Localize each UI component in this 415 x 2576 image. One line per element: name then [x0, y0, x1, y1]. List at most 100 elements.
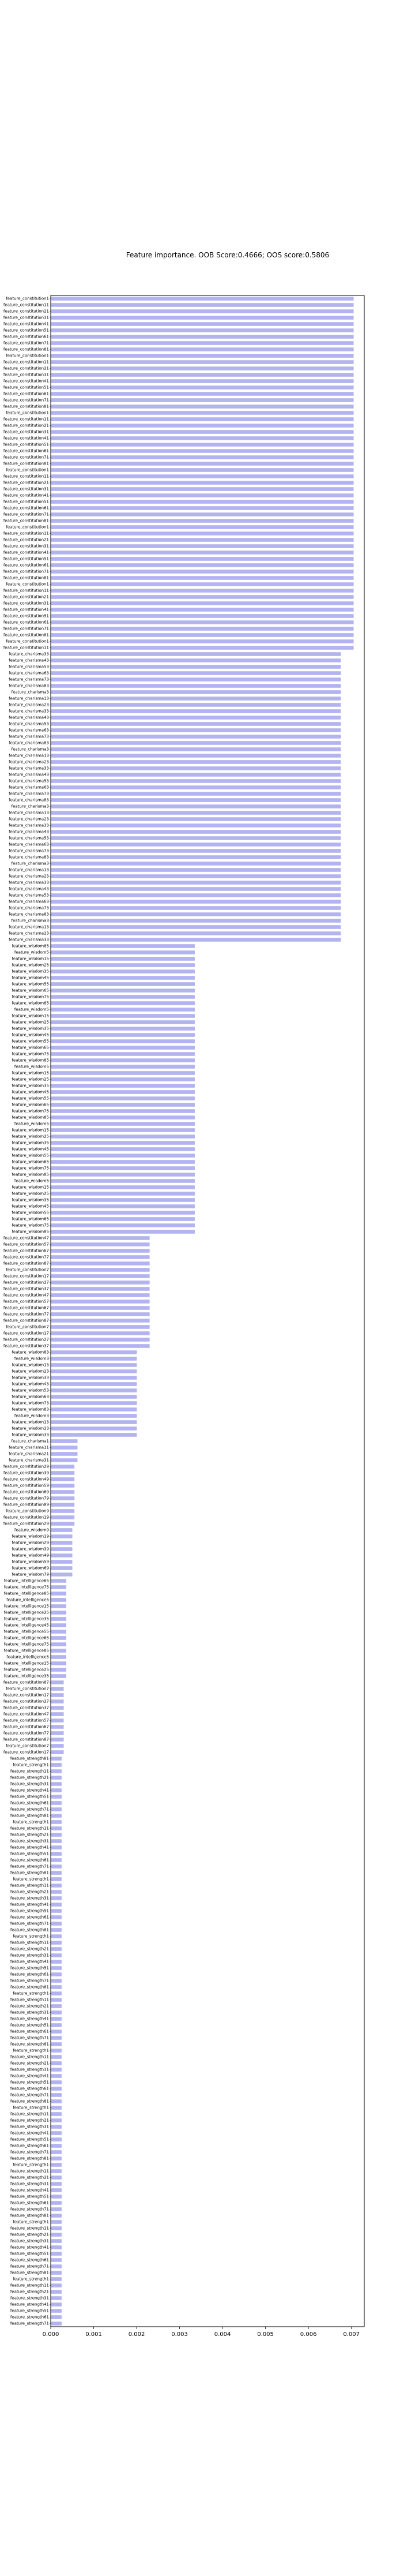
bar	[50, 2277, 62, 2281]
bar	[50, 1668, 66, 1672]
x-tick-label: 0.006	[300, 2331, 317, 2338]
category-label: feature_strength81	[10, 2156, 49, 2161]
x-tick-label: 0.001	[85, 2331, 102, 2338]
category-label: feature_charisma3	[12, 690, 49, 695]
category-label: feature_wisdom83	[12, 1407, 49, 1412]
category-label: feature_strength1	[13, 2220, 49, 2225]
category-label: feature_wisdom45	[12, 1033, 49, 1038]
category-label: feature_wisdom15	[12, 957, 49, 961]
bar	[50, 1407, 137, 1411]
bar	[50, 531, 354, 536]
bar	[50, 506, 354, 510]
category-label: feature_constitution87	[3, 1261, 49, 1266]
bar	[50, 785, 341, 789]
bar	[50, 2233, 62, 2237]
category-label: feature_intelligence65	[4, 1579, 49, 1583]
bar	[50, 1922, 62, 1926]
bar	[50, 1223, 195, 1227]
category-label: feature_strength81	[10, 1928, 49, 1933]
bar	[50, 1953, 62, 1957]
bar	[50, 976, 195, 980]
category-label: feature_strength81	[10, 1985, 49, 1990]
category-label: feature_wisdom65	[12, 989, 49, 993]
category-label: feature_strength81	[10, 1757, 49, 1761]
category-label: feature_wisdom73	[12, 1401, 49, 1406]
bar	[50, 1547, 73, 1551]
category-label: feature_constitution17	[3, 1331, 49, 1336]
bar	[50, 671, 341, 675]
bar	[50, 1395, 137, 1399]
bar	[50, 1477, 75, 1481]
category-label: feature_constitution21	[3, 595, 49, 600]
bar	[50, 474, 354, 478]
category-label: feature_strength1	[13, 2163, 49, 2167]
category-label: feature_constitution17	[3, 1693, 49, 1698]
category-label: feature_constitution51	[3, 500, 49, 504]
category-label: feature_constitution59	[3, 1484, 49, 1488]
bar	[50, 2207, 62, 2211]
bar	[50, 1979, 62, 1983]
bar	[50, 430, 354, 434]
category-label: feature_constitution1	[6, 639, 49, 644]
category-label: feature_strength21	[10, 1947, 49, 1952]
bar	[50, 1776, 62, 1780]
bar	[50, 1242, 150, 1246]
bar	[50, 2017, 62, 2021]
bar	[50, 925, 341, 929]
bar	[50, 576, 354, 580]
category-label: feature_strength41	[10, 2131, 49, 2136]
category-label: feature_constitution67	[3, 1725, 49, 1729]
bar	[50, 424, 354, 428]
category-label: feature_wisdom79	[12, 1572, 49, 1577]
bar	[50, 703, 341, 707]
category-label: feature_constitution21	[3, 309, 49, 314]
bar	[50, 2322, 62, 2326]
category-label: feature_strength1	[13, 1934, 49, 1939]
category-label: feature_charisma3	[12, 862, 49, 866]
bar	[50, 1141, 195, 1145]
bar	[50, 595, 354, 599]
category-label: feature_strength1	[13, 2277, 49, 2282]
bar	[50, 297, 354, 301]
category-label: feature_wisdom75	[12, 1052, 49, 1057]
bar	[50, 500, 354, 504]
bar	[50, 328, 354, 332]
category-label: feature_constitution77	[3, 1312, 49, 1317]
category-label: feature_constitution11	[3, 531, 49, 536]
category-label: feature_strength81	[10, 1814, 49, 1818]
bar	[50, 1046, 195, 1050]
bar	[50, 1585, 66, 1589]
bar	[50, 754, 341, 758]
bar	[50, 1845, 62, 1849]
category-label: feature_wisdom75	[12, 1109, 49, 1114]
category-label: feature_wisdom55	[12, 1154, 49, 1158]
bar	[50, 1274, 150, 1278]
bar	[50, 2163, 62, 2167]
bar	[50, 1179, 195, 1183]
category-label: feature_intelligence75	[4, 1585, 49, 1590]
category-label: feature_charisma33	[9, 709, 49, 714]
bar	[50, 316, 354, 320]
category-label: feature_wisdom69	[12, 1566, 49, 1571]
category-label: feature_wisdom45	[12, 1204, 49, 1209]
bar	[50, 1503, 75, 1507]
category-label: feature_constitution31	[3, 373, 49, 377]
category-label: feature_strength51	[10, 2080, 49, 2085]
bar	[50, 1611, 66, 1615]
bar	[50, 1217, 195, 1221]
bar	[50, 1858, 62, 1862]
x-tick-label: 0.002	[129, 2331, 145, 2338]
bar	[50, 2074, 62, 2078]
category-label: feature_constitution71	[3, 627, 49, 631]
category-label: feature_wisdom5	[14, 1179, 49, 1184]
bar	[50, 906, 341, 910]
category-label: feature_constitution1	[6, 468, 49, 473]
category-label: feature_strength71	[10, 1864, 49, 1869]
bar	[50, 1357, 137, 1361]
category-label: feature_strength31	[10, 2182, 49, 2186]
category-label: feature_charisma73	[9, 735, 49, 739]
category-label: feature_strength81	[10, 1871, 49, 1875]
bar	[50, 417, 354, 421]
category-label: feature_constitution41	[3, 436, 49, 441]
bar	[50, 1839, 62, 1843]
